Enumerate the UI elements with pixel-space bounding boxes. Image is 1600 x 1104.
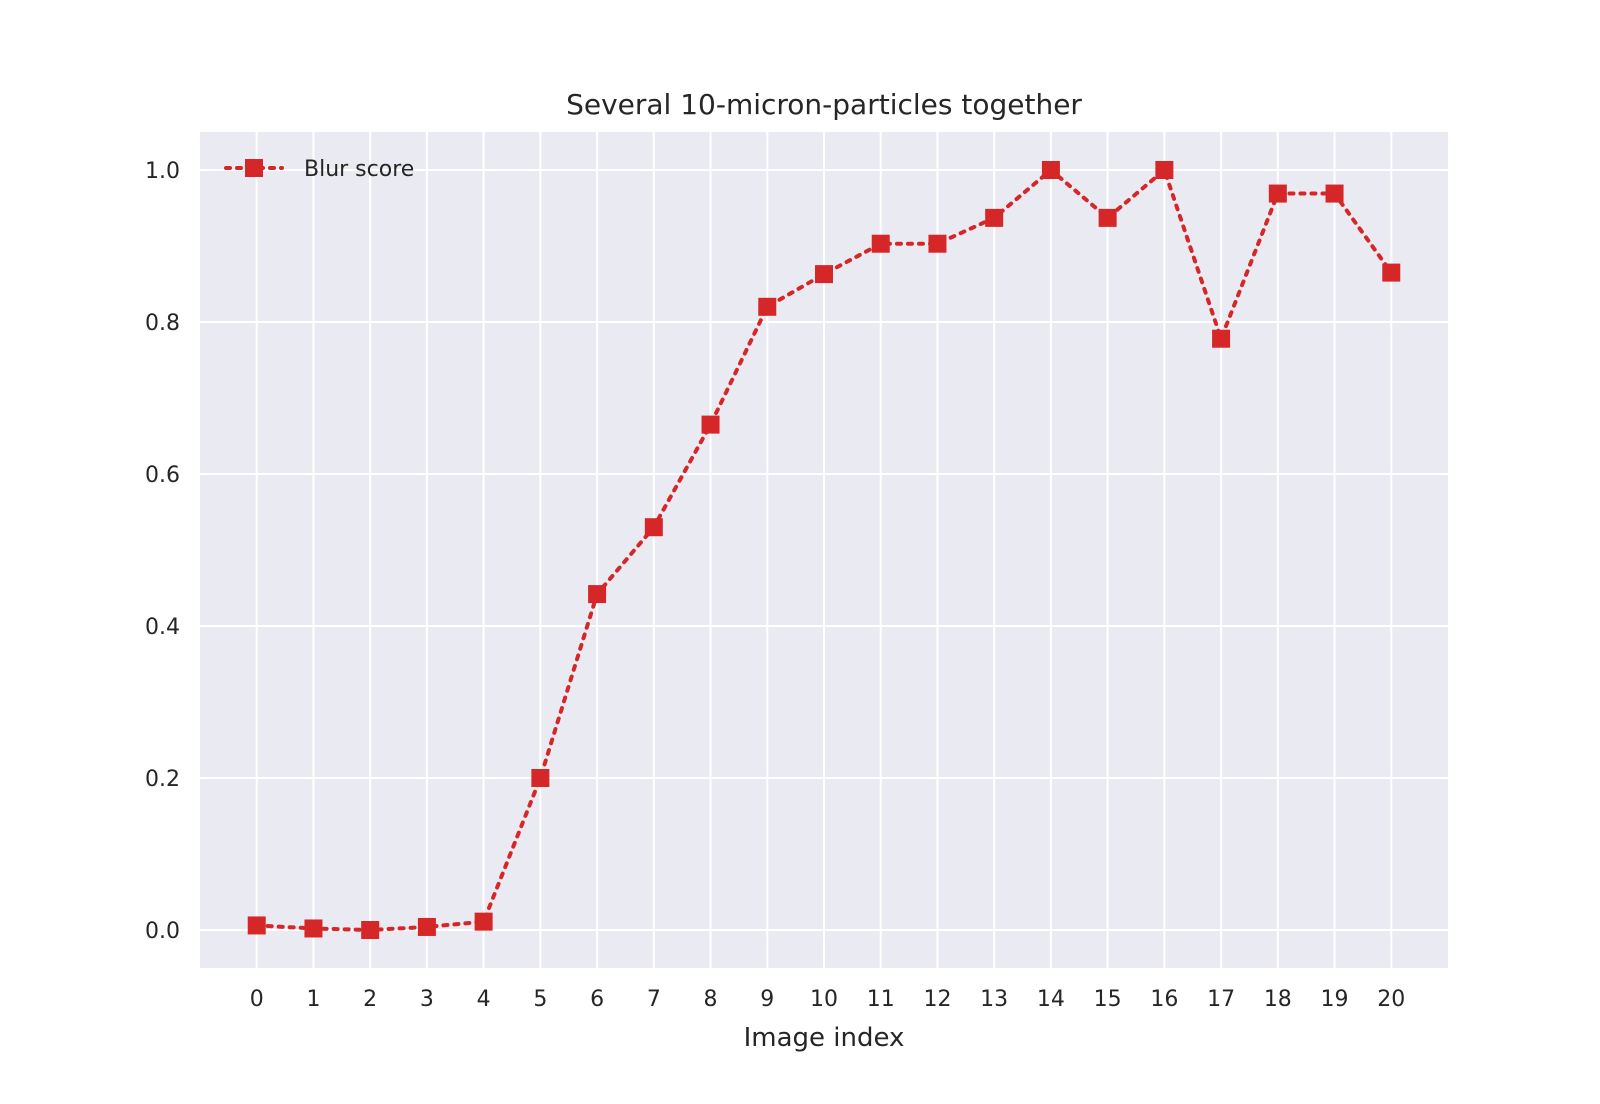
x-tick-label: 4 bbox=[477, 987, 491, 1012]
x-tick-label: 19 bbox=[1321, 987, 1349, 1012]
data-point-marker bbox=[928, 234, 947, 253]
data-point-marker bbox=[1325, 184, 1344, 203]
y-tick-label: 0.6 bbox=[145, 463, 180, 488]
y-tick-label: 0.2 bbox=[145, 767, 180, 792]
x-tick-label: 6 bbox=[590, 987, 604, 1012]
x-tick-label: 18 bbox=[1264, 987, 1292, 1012]
x-tick-label: 16 bbox=[1150, 987, 1178, 1012]
y-tick-label: 0.0 bbox=[145, 919, 180, 944]
legend-marker-square-icon bbox=[245, 159, 263, 177]
data-point-marker bbox=[1041, 161, 1060, 179]
x-tick-label: 0 bbox=[250, 987, 264, 1012]
data-point-marker bbox=[1155, 161, 1174, 179]
x-tick-label: 5 bbox=[533, 987, 547, 1012]
x-tick-label: 17 bbox=[1207, 987, 1235, 1012]
series-layer bbox=[247, 161, 1401, 939]
chart-title: Several 10-micron-particles together bbox=[566, 88, 1082, 121]
y-tick-label: 1.0 bbox=[145, 159, 180, 184]
x-tick-label: 12 bbox=[923, 987, 951, 1012]
data-point-marker bbox=[304, 919, 323, 938]
x-tick-label: 3 bbox=[420, 987, 434, 1012]
y-tick-label: 0.8 bbox=[145, 311, 180, 336]
y-tick-label: 0.4 bbox=[145, 615, 180, 640]
tick-layer: 0 1 2 3 4 5 6 7 8 9 10 11 12 13 14 15 16 17 18 19 200.00.20.… bbox=[145, 159, 1405, 1012]
x-tick-label: 7 bbox=[647, 987, 661, 1012]
data-point-marker bbox=[871, 234, 890, 253]
data-point-marker bbox=[644, 518, 663, 537]
data-point-marker bbox=[474, 912, 493, 931]
x-axis-label: Image index bbox=[744, 1023, 905, 1053]
data-point-marker bbox=[1212, 329, 1231, 348]
legend: Blur score bbox=[224, 157, 414, 182]
x-tick-label: 8 bbox=[704, 987, 718, 1012]
data-point-marker bbox=[985, 208, 1004, 227]
x-tick-label: 1 bbox=[306, 987, 320, 1012]
x-tick-label: 2 bbox=[363, 987, 377, 1012]
data-point-marker bbox=[247, 916, 266, 935]
data-point-marker bbox=[417, 917, 436, 936]
data-point-marker bbox=[531, 769, 550, 787]
legend-label: Blur score bbox=[304, 157, 414, 182]
data-point-marker bbox=[815, 265, 833, 284]
data-point-marker bbox=[758, 297, 777, 316]
data-point-marker bbox=[701, 415, 720, 434]
data-point-marker bbox=[1098, 208, 1117, 227]
x-tick-label: 10 bbox=[810, 987, 838, 1012]
x-tick-label: 14 bbox=[1037, 987, 1065, 1012]
x-tick-label: 13 bbox=[980, 987, 1008, 1012]
grid-layer bbox=[200, 132, 1448, 968]
data-point-marker bbox=[588, 585, 607, 604]
x-tick-label: 20 bbox=[1377, 987, 1405, 1012]
x-tick-label: 9 bbox=[760, 987, 774, 1012]
x-tick-label: 15 bbox=[1094, 987, 1122, 1012]
x-tick-label: 11 bbox=[867, 987, 895, 1012]
data-point-marker bbox=[1268, 184, 1287, 203]
data-point-marker bbox=[1382, 263, 1401, 282]
data-point-marker bbox=[361, 921, 380, 939]
series-line bbox=[254, 166, 1394, 933]
